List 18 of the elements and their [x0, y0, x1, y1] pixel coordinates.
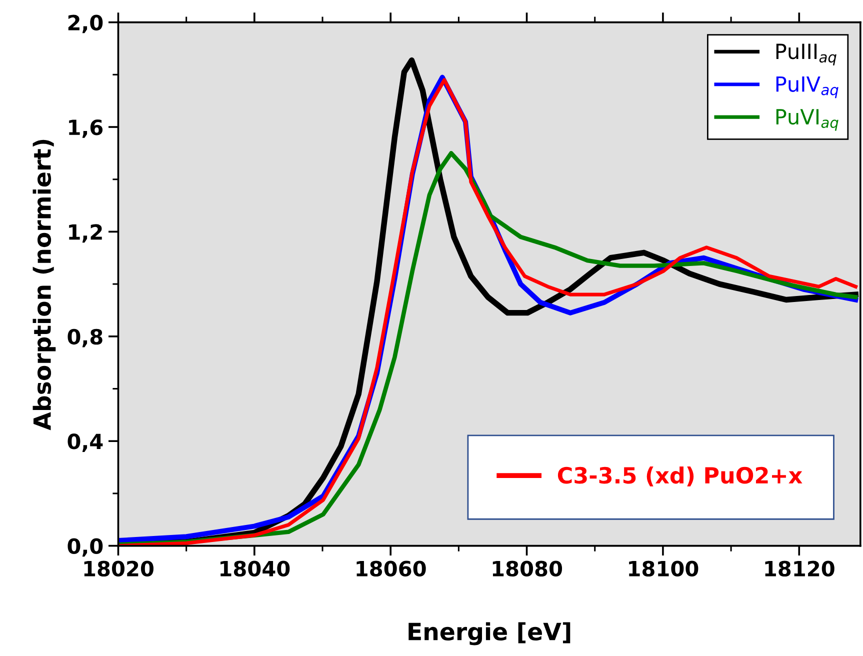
y-tick-label: 1,2 — [69, 224, 102, 243]
x-tick-label: 18060 — [356, 560, 426, 576]
y-axis-title: Absorption (normiert) — [32, 140, 56, 430]
x-axis-title: Energie [eV] — [408, 622, 570, 646]
x-tick-label: 18040 — [220, 560, 290, 576]
x-tick-label: 18080 — [492, 560, 562, 576]
legend-label: PuIII$_{aq}$ — [776, 44, 836, 66]
y-tick-label: 0,4 — [68, 434, 103, 452]
legend-label: C3-3.5 (xd) PuO2+x — [558, 466, 802, 486]
legend-label: PuVI$_{aq}$ — [776, 109, 838, 131]
y-tick-label: 0,0 — [68, 538, 103, 557]
x-tick-label: 18020 — [84, 560, 154, 576]
y-tick-label: 2,0 — [68, 14, 103, 34]
legend-label: PuIV$_{aq}$ — [776, 76, 838, 98]
x-tick-label: 18120 — [765, 560, 834, 576]
y-tick-label: 1,6 — [69, 119, 103, 138]
x-tick-label: 18100 — [629, 560, 698, 576]
y-tick-label: 0,8 — [68, 328, 102, 348]
